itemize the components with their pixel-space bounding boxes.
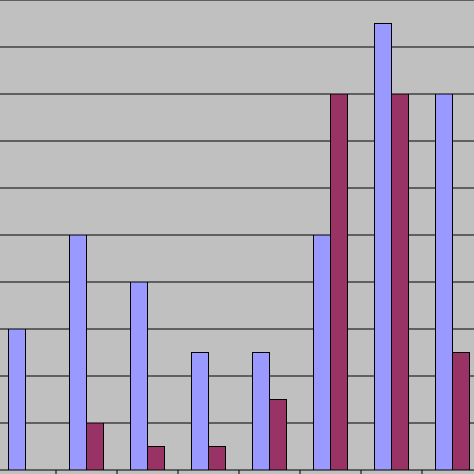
bar (435, 93, 453, 471)
bar (69, 234, 87, 471)
bar (208, 446, 226, 471)
bar (130, 281, 148, 471)
bar (191, 352, 209, 471)
bar (391, 93, 409, 471)
bar (330, 93, 348, 471)
bar (374, 23, 392, 471)
bar (269, 399, 287, 471)
bar (452, 352, 470, 471)
bar (86, 422, 104, 471)
bar (8, 328, 26, 471)
bar (147, 446, 165, 471)
bar (252, 352, 270, 471)
bar (313, 234, 331, 471)
